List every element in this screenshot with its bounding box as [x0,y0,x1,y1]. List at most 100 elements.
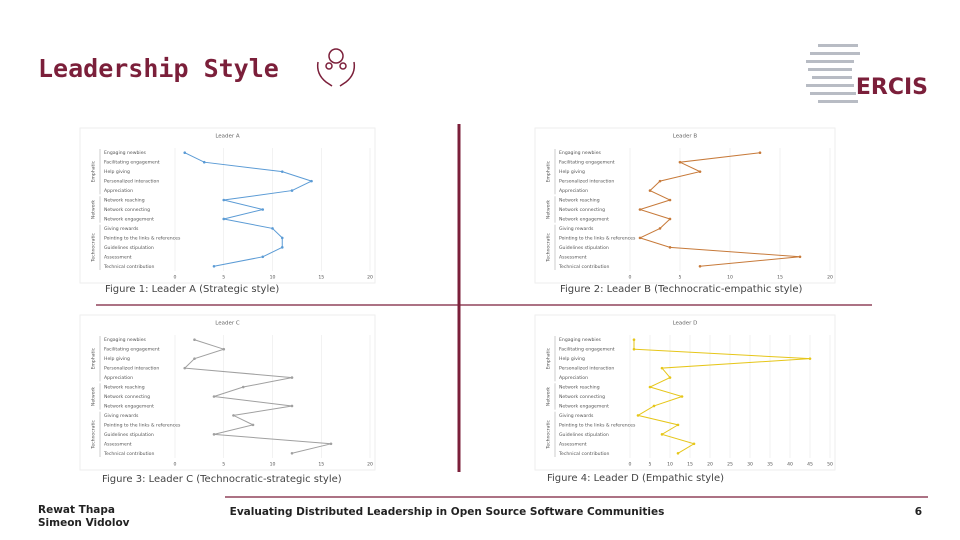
category-label: Appreciation [104,188,133,194]
data-point [658,179,662,183]
author: Rewat Thapa [38,504,115,516]
category-label: Assessment [104,441,132,447]
x-tick-label: 20 [367,275,373,281]
data-point [798,255,802,259]
data-point [271,227,274,230]
group-label: Technocratic [91,419,97,449]
figure-caption: Figure 1: Leader A (Strategic style) [105,284,279,295]
x-tick-label: 20 [707,462,713,468]
x-tick-label: 0 [174,275,177,281]
category-label: Giving rewards [104,413,139,419]
x-tick-label: 50 [827,462,833,468]
data-point [280,170,284,173]
category-label: Pointing to the links & references [559,422,636,428]
category-label: Giving rewards [559,413,594,419]
group-label: Technocratic [546,232,552,262]
category-label: Assessment [559,441,587,447]
category-label: Facilitating engagement [559,347,615,353]
x-tick-label: 45 [807,462,813,468]
category-label: Guidelines stipulation [559,432,609,438]
category-label: Facilitating engagement [104,347,160,353]
data-point [290,189,294,192]
data-point [668,217,672,221]
data-point [698,264,702,268]
data-point [660,366,664,370]
data-point [808,357,812,360]
x-tick-label: 30 [747,462,753,468]
category-label: Help giving [559,356,585,362]
data-point [636,414,640,417]
x-tick-label: 5 [649,462,652,468]
figure-caption: Figure 2: Leader B (Technocratic-empathi… [560,284,802,295]
chart-frame [534,127,836,284]
x-tick-label: 20 [827,275,833,281]
x-tick-label: 5 [679,275,682,281]
category-label: Help giving [104,356,130,362]
data-point [668,246,672,249]
figure-caption: Figure 4: Leader D (Empathic style) [547,473,724,484]
data-point [680,395,684,398]
data-point [758,151,762,155]
category-label: Guidelines stipulation [104,432,154,438]
data-point [698,170,702,173]
category-label: Network engagement [559,216,609,222]
x-tick-label: 0 [174,462,177,468]
chart-title: Leader C [215,321,240,327]
data-point [676,423,680,427]
chart-title: Leader D [673,321,698,327]
author: Simeon Vidolov [38,517,130,529]
category-label: Assessment [104,254,132,260]
page-number: 6 [915,506,922,518]
data-point [193,357,196,360]
category-label: Network reaching [559,385,600,391]
category-label: Network connecting [559,394,605,400]
category-label: Network reaching [559,198,600,204]
data-point [261,255,265,259]
data-point [660,433,664,436]
category-label: Pointing to the links & references [104,422,181,428]
data-point [638,236,642,240]
category-label: Guidelines stipulation [104,245,154,251]
group-label: Network [546,387,552,407]
category-label: Network connecting [104,394,150,400]
x-tick-label: 25 [727,462,733,468]
category-label: Personalized interaction [559,366,614,372]
category-label: Facilitating engagement [559,160,615,166]
data-point [212,433,216,436]
data-point [261,208,265,211]
x-tick-label: 10 [667,462,673,468]
data-point [241,385,245,389]
data-point [652,404,656,408]
category-label: Facilitating engagement [104,160,160,166]
logo-text: ERCIS [856,75,928,100]
data-point [329,442,333,446]
x-tick-label: 0 [629,462,632,468]
data-point [638,208,642,211]
data-point [648,189,652,192]
group-label: Emphatic [91,160,97,182]
category-label: Giving rewards [559,226,594,232]
category-label: Engaging newbies [104,150,147,156]
data-point [212,264,216,268]
category-label: Network reaching [104,198,145,204]
category-label: Appreciation [559,188,588,194]
slide-title: Leadership Style [38,54,279,83]
category-label: Network connecting [104,207,150,213]
category-label: Network engagement [104,403,154,409]
category-label: Network connecting [559,207,605,213]
category-label: Personalized interaction [104,179,159,185]
data-point [290,451,294,455]
group-label: Technocratic [91,232,97,262]
x-tick-label: 20 [367,462,373,468]
x-tick-label: 15 [777,275,783,281]
data-point [648,385,652,389]
group-label: Emphatic [546,347,552,369]
group-label: Network [91,200,97,220]
hands-icon [316,48,356,87]
x-tick-label: 5 [222,462,225,468]
category-label: Technical contribution [558,451,609,457]
category-label: Technical contribution [558,264,609,270]
x-tick-label: 10 [727,275,733,281]
data-point [183,151,187,155]
category-label: Technical contribution [103,264,154,270]
